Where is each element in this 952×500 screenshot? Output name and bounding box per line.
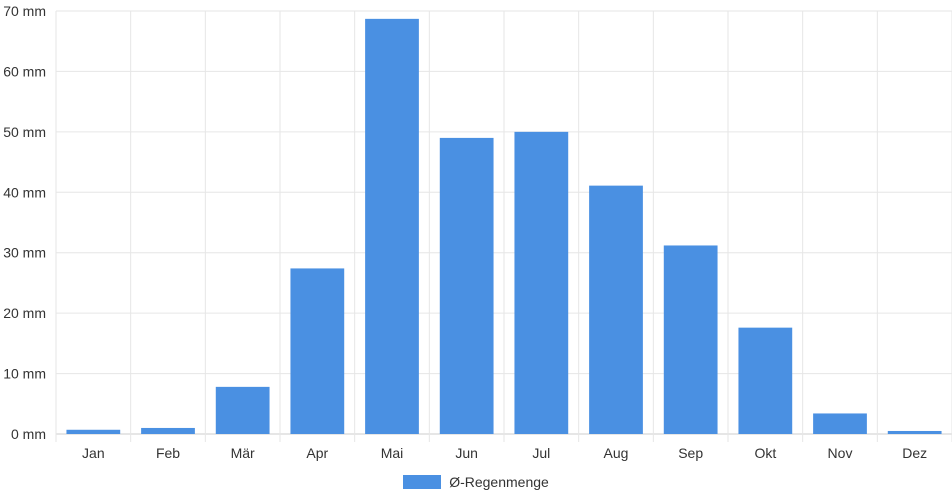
legend: Ø-Regenmenge (0, 472, 952, 492)
x-tick-label: Dez (902, 445, 927, 461)
legend-label: Ø-Regenmenge (449, 474, 549, 490)
bar-jan[interactable] (66, 429, 121, 434)
x-tick-label: Okt (754, 445, 776, 461)
x-tick-label: Jan (82, 445, 105, 461)
bar-jun[interactable] (439, 137, 494, 434)
bars-layer (66, 18, 942, 435)
bar-dez[interactable] (887, 430, 942, 434)
y-tick-label: 70 mm (3, 3, 46, 19)
bar-jul[interactable] (514, 131, 569, 434)
bar-feb[interactable] (141, 427, 195, 434)
x-tick-label: Sep (678, 445, 703, 461)
bar-aug[interactable] (589, 185, 643, 434)
x-tick-label: Feb (156, 445, 180, 461)
bar-nov[interactable] (813, 413, 867, 434)
x-tick-label: Apr (306, 445, 328, 461)
y-tick-label: 10 mm (3, 366, 46, 382)
y-tick-label: 20 mm (3, 305, 46, 321)
y-tick-label: 30 mm (3, 245, 46, 261)
y-tick-label: 0 mm (11, 426, 46, 442)
axis-layer: 0 mm 10 mm 20 mm 30 mm 40 mm 50 mm 60 mm 70 mm J… (3, 3, 927, 461)
x-tick-label: Jul (532, 445, 550, 461)
y-tick-label: 60 mm (3, 63, 46, 79)
bar-mär[interactable] (215, 386, 270, 434)
bar-okt[interactable] (738, 327, 793, 434)
legend-swatch (403, 475, 442, 489)
x-tick-label: Nov (828, 445, 853, 461)
grid-layer (55, 10, 952, 442)
x-tick-label: Jun (455, 445, 478, 461)
bar-apr[interactable] (290, 268, 345, 434)
x-tick-label: Mär (231, 445, 255, 461)
x-tick-label: Aug (604, 445, 629, 461)
bar-sep[interactable] (663, 245, 718, 434)
y-tick-label: 40 mm (3, 184, 46, 200)
y-tick-label: 50 mm (3, 124, 46, 140)
x-tick-label: Mai (381, 445, 404, 461)
bar-mai[interactable] (365, 18, 419, 435)
bar-chart: 0 mm 10 mm 20 mm 30 mm 40 mm 50 mm 60 mm 70 mm J… (3, 3, 952, 461)
